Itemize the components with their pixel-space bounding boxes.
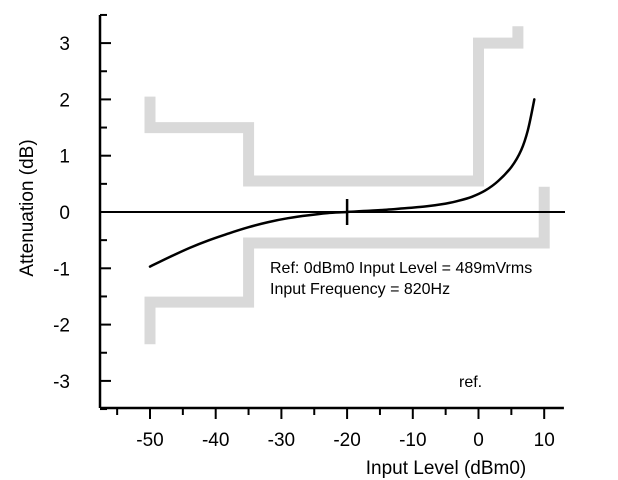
limit-mask [144,26,550,345]
y-tick-label: 0 [59,203,70,224]
y-tick-label: -2 [53,316,70,337]
y-tick-label: -1 [53,259,70,280]
annotation-input-frequency: Input Frequency = 820Hz [270,281,450,298]
y-tick-label: 3 [59,34,70,55]
y-tick-label: 1 [59,147,70,168]
annotation-reference-level: Ref: 0dBm0 Input Level = 489mVrms [270,260,532,277]
reference-label: ref. [459,374,482,391]
series [148,98,536,268]
y-axis-label: Attenuation (dB) [17,139,38,276]
x-tick-label: 10 [534,430,555,451]
x-tick-label: -40 [202,430,229,451]
mask-lower-limit [144,186,550,345]
mask-upper-limit [144,26,524,187]
x-tick-label: -10 [399,430,426,451]
series-line-0 [148,98,536,268]
x-tick-label: 0 [473,430,484,451]
y-tick-label: 2 [59,90,70,111]
x-tick-label: -30 [268,430,295,451]
x-axis-label: Input Level (dBm0) [366,458,527,479]
x-tick-label: -50 [136,430,163,451]
axes [98,14,565,410]
x-tick-label: -20 [333,430,360,451]
y-tick-label: -3 [53,372,70,393]
